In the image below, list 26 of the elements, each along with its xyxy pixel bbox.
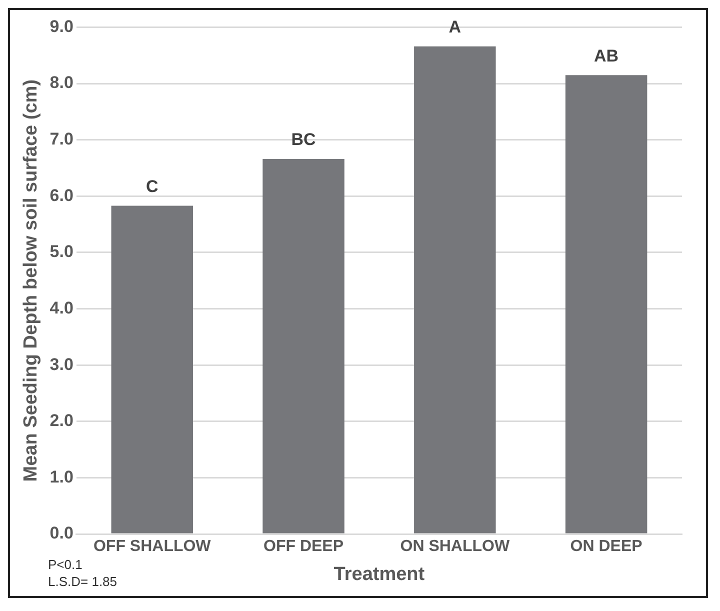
y-tick-label: 1.0 xyxy=(50,467,74,486)
x-tick-label: ON DEEP xyxy=(570,538,643,556)
y-tick-label: 4.0 xyxy=(50,298,74,318)
x-tick-label: ON SHALLOW xyxy=(400,538,510,556)
annotation: AB xyxy=(594,46,619,66)
x-tick-label: OFF SHALLOW xyxy=(93,538,212,556)
y-tick-label: 5.0 xyxy=(50,242,74,262)
bar xyxy=(565,75,648,534)
annotation: C xyxy=(146,176,158,196)
text: P<0.1 xyxy=(48,556,84,573)
y-tick-label: 8.0 xyxy=(50,73,74,92)
y-tick-label: 0.0 xyxy=(50,524,74,543)
bar xyxy=(262,158,344,534)
y-tick-label: 6.0 xyxy=(50,186,74,205)
text: L.S.D= 1.85 xyxy=(48,573,118,590)
x-axis-title: Treatment xyxy=(334,564,426,585)
bar xyxy=(414,46,496,534)
annotation: BC xyxy=(291,130,316,150)
y-tick-label: 3.0 xyxy=(50,354,74,374)
bar xyxy=(111,206,194,534)
y-tick-label: 9.0 xyxy=(50,16,74,36)
y-axis-title: Mean Seeding Depth below soil surface (cm) xyxy=(20,79,42,482)
y-tick-label: 7.0 xyxy=(50,130,74,149)
x-tick-label: OFF DEEP xyxy=(264,538,344,556)
y-tick-label: 2.0 xyxy=(50,411,74,430)
annotation: A xyxy=(448,18,462,37)
